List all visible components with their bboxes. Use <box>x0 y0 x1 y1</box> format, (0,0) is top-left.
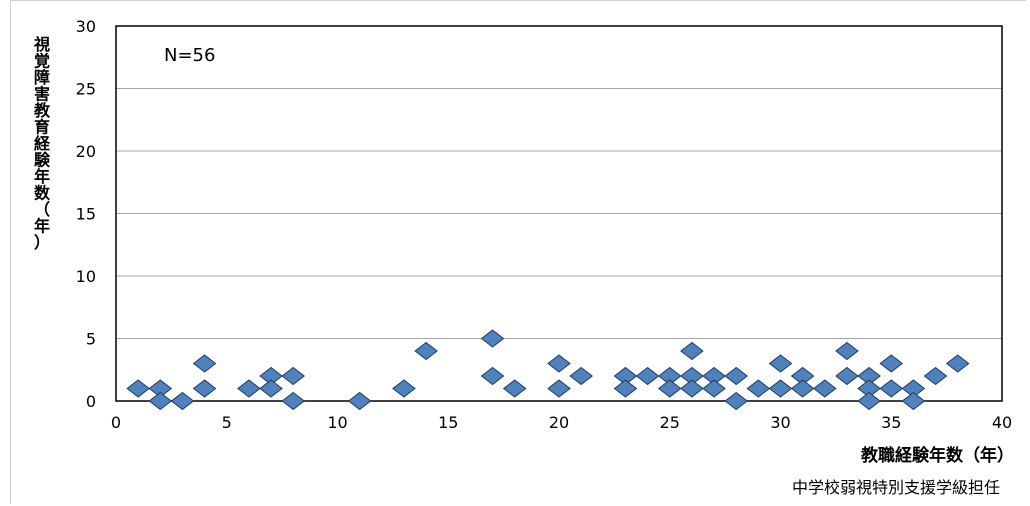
data-point <box>879 354 904 373</box>
chart-frame <box>10 0 1026 504</box>
x-tick-label: 10 <box>327 413 347 432</box>
data-point <box>680 379 704 398</box>
data-point <box>502 379 527 398</box>
grid-lines <box>116 88 1002 339</box>
data-point <box>923 366 948 386</box>
data-point <box>790 379 815 398</box>
data-point <box>281 366 306 386</box>
data-point <box>126 379 150 398</box>
data-point <box>480 366 505 386</box>
data-point <box>281 391 306 411</box>
x-tick-label: 5 <box>222 413 232 432</box>
data-point <box>746 379 771 398</box>
x-tick-label: 25 <box>660 413 680 432</box>
data-point <box>768 379 793 398</box>
x-tick-label: 20 <box>549 413 569 432</box>
data-point <box>835 341 859 361</box>
y-tick-label: 20 <box>76 142 96 161</box>
y-tick-label: 10 <box>76 267 96 286</box>
data-point <box>657 379 682 398</box>
data-point <box>901 391 926 411</box>
y-tick-label: 25 <box>76 80 96 99</box>
data-point <box>724 391 749 411</box>
data-point <box>613 379 638 398</box>
data-point <box>945 354 970 373</box>
data-point <box>237 379 261 398</box>
y-tick-label: 0 <box>86 392 96 411</box>
x-tick-label: 0 <box>111 413 121 432</box>
data-point <box>724 366 749 386</box>
data-point <box>835 366 859 386</box>
data-point <box>680 341 704 361</box>
data-point <box>569 366 593 386</box>
data-point <box>635 366 660 386</box>
y-tick-label: 15 <box>76 205 96 224</box>
data-point <box>547 379 571 398</box>
data-point <box>259 379 283 398</box>
data-point <box>347 391 372 411</box>
data-point <box>170 391 195 411</box>
y-tick-label: 5 <box>86 330 96 349</box>
x-tick-label: 35 <box>881 413 901 432</box>
data-point <box>812 379 837 398</box>
data-point <box>148 391 173 411</box>
x-tick-label: 30 <box>770 413 790 432</box>
data-point <box>879 379 904 398</box>
data-points <box>126 329 970 411</box>
data-point <box>192 354 217 373</box>
data-point <box>702 379 726 398</box>
data-point <box>192 379 217 398</box>
data-point <box>857 391 881 411</box>
chart-subtitle: 中学校弱視特別支援学級担任 <box>792 478 1000 497</box>
data-point <box>768 354 793 373</box>
y-axis-label: 視覚障害教育経験年数（年） <box>33 35 51 252</box>
sample-size-annotation: N=56 <box>164 45 215 66</box>
data-point <box>480 329 505 348</box>
x-tick-label: 40 <box>992 413 1012 432</box>
x-tick-label: 15 <box>438 413 458 432</box>
y-tick-label: 30 <box>76 17 96 36</box>
data-point <box>392 379 416 398</box>
data-point <box>547 354 571 373</box>
y-tick-labels: 0 5 10 15 20 25 30 <box>76 17 96 411</box>
x-tick-labels: 0 5 10 15 20 25 30 35 40 <box>111 413 1012 432</box>
x-axis-label: 教職経験年数（年） <box>860 445 1014 466</box>
plot-area <box>115 25 1003 402</box>
data-point <box>414 341 438 361</box>
